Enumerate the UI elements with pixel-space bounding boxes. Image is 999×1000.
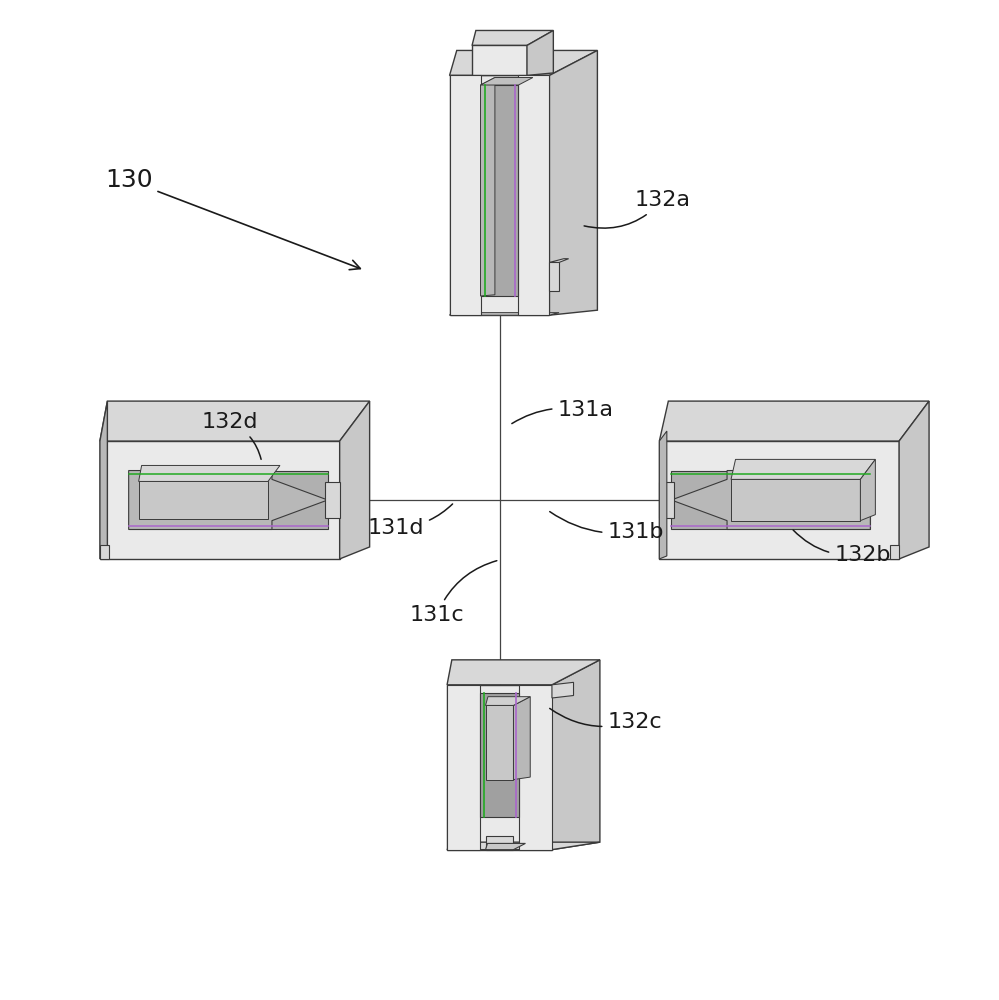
Polygon shape: [519, 685, 551, 850]
Polygon shape: [129, 471, 328, 529]
Polygon shape: [549, 50, 597, 315]
Polygon shape: [100, 401, 370, 441]
Polygon shape: [450, 50, 597, 75]
Polygon shape: [659, 431, 667, 559]
Polygon shape: [481, 85, 518, 296]
Polygon shape: [659, 441, 899, 559]
Polygon shape: [450, 313, 559, 315]
Text: 130: 130: [105, 168, 361, 270]
Polygon shape: [448, 685, 480, 850]
Polygon shape: [659, 401, 929, 441]
Polygon shape: [480, 693, 519, 817]
Polygon shape: [486, 843, 525, 850]
Polygon shape: [889, 545, 899, 559]
Polygon shape: [731, 479, 860, 521]
Polygon shape: [139, 481, 268, 519]
Polygon shape: [472, 30, 553, 45]
Polygon shape: [486, 705, 513, 780]
Polygon shape: [518, 75, 549, 315]
Polygon shape: [472, 45, 527, 75]
Polygon shape: [448, 660, 599, 685]
Text: 132d: 132d: [202, 412, 261, 459]
Text: 131d: 131d: [368, 504, 453, 538]
Text: 131b: 131b: [549, 512, 664, 542]
Polygon shape: [899, 401, 929, 559]
Polygon shape: [129, 471, 328, 529]
Polygon shape: [448, 842, 599, 850]
Polygon shape: [481, 78, 532, 85]
Polygon shape: [549, 259, 568, 262]
Text: 132a: 132a: [584, 190, 690, 228]
Polygon shape: [527, 30, 553, 75]
Text: 131c: 131c: [410, 561, 497, 625]
Text: 132b: 132b: [793, 530, 891, 565]
Polygon shape: [486, 836, 513, 850]
Polygon shape: [731, 459, 875, 479]
Polygon shape: [671, 471, 870, 529]
Polygon shape: [326, 482, 340, 518]
Polygon shape: [448, 685, 551, 850]
Polygon shape: [671, 471, 870, 529]
Text: 132c: 132c: [549, 708, 662, 732]
Polygon shape: [450, 75, 549, 315]
Polygon shape: [551, 660, 599, 850]
Polygon shape: [659, 482, 673, 518]
Polygon shape: [340, 401, 370, 559]
Polygon shape: [551, 682, 573, 698]
Polygon shape: [139, 465, 280, 481]
Polygon shape: [549, 262, 559, 291]
Polygon shape: [486, 697, 530, 705]
Polygon shape: [860, 459, 875, 521]
Text: 131a: 131a: [511, 400, 613, 424]
Polygon shape: [513, 697, 530, 780]
Polygon shape: [100, 401, 108, 559]
Polygon shape: [100, 441, 340, 559]
Polygon shape: [481, 78, 495, 296]
Polygon shape: [100, 545, 110, 559]
Polygon shape: [450, 75, 481, 315]
